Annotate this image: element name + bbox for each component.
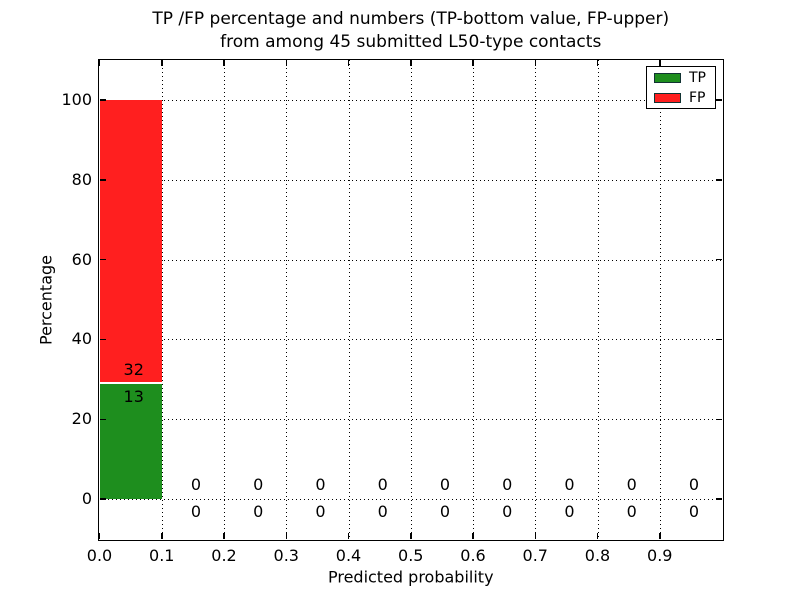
x-tick-label: 0.1 — [149, 546, 175, 565]
grid-line-vertical — [597, 60, 599, 539]
y-tick-label: 20 — [71, 409, 92, 429]
y-tick-label: 60 — [71, 249, 92, 269]
bar-value-label-tp: 0 — [439, 501, 451, 521]
y-tick-mark-left — [99, 498, 106, 500]
y-tick-label: 80 — [71, 169, 92, 189]
bar-value-label-fp: 0 — [564, 475, 575, 495]
x-tick-mark-bottom — [659, 533, 661, 539]
grid-line-vertical — [473, 60, 474, 539]
bar-value-label-tp: 0 — [626, 501, 637, 521]
x-tick-label: 0.0 — [86, 546, 113, 565]
plot-area — [98, 58, 724, 541]
x-tick-mark-top — [285, 60, 287, 66]
bar-value-label-fp: 0 — [439, 475, 451, 495]
x-tick-mark-top — [659, 60, 661, 66]
bar-value-label-fp: 0 — [502, 475, 513, 495]
x-tick-mark-bottom — [534, 533, 536, 539]
chart-title: TP /FP percentage and numbers (TP-bottom… — [100, 8, 723, 54]
bar-value-label-fp: 0 — [190, 475, 202, 495]
legend-swatch-fp — [654, 92, 681, 103]
x-tick-mark-top — [534, 60, 536, 66]
y-tick-mark-left — [99, 179, 106, 181]
y-tick-mark-right — [716, 179, 722, 181]
y-tick-mark-right — [716, 498, 722, 500]
chart-title-line-2: from among 45 submitted L50-type contact… — [220, 32, 602, 52]
x-tick-mark-bottom — [472, 533, 474, 539]
y-tick-mark-left — [99, 258, 106, 261]
x-tick-mark-bottom — [161, 533, 163, 539]
legend-label-tp: TP — [689, 69, 706, 86]
bar-value-label-fp: 0 — [315, 475, 326, 495]
bar-value-label-tp: 0 — [564, 501, 575, 521]
x-tick-mark-top — [596, 60, 599, 66]
y-axis-label: Percentage — [36, 254, 56, 345]
x-tick-label: 0.8 — [584, 546, 611, 565]
bar-value-label-tp: 0 — [190, 501, 202, 521]
grid-line-vertical — [224, 60, 225, 539]
x-axis-label: Predicted probability — [327, 567, 494, 587]
y-tick-mark-left — [99, 418, 106, 420]
bar-value-label-fp: 0 — [626, 475, 637, 495]
bar-value-label-tp: 0 — [315, 501, 326, 521]
grid-line-vertical — [659, 60, 661, 539]
bar-value-label-fp: 0 — [253, 475, 264, 495]
y-tick-label: 40 — [71, 329, 92, 349]
y-tick-mark-right — [716, 99, 722, 101]
bar-value-label-tp: 13 — [123, 386, 144, 406]
grid-line-vertical — [161, 60, 163, 539]
x-tick-mark-bottom — [223, 533, 225, 539]
x-tick-mark-bottom — [347, 533, 350, 539]
bar-value-label-fp: 32 — [123, 359, 144, 379]
bar-value-label-fp: 0 — [377, 475, 388, 495]
bar-segment-tp — [99, 383, 162, 500]
x-tick-mark-bottom — [596, 533, 599, 539]
x-tick-mark-top — [223, 60, 225, 66]
y-tick-mark-right — [716, 258, 722, 261]
x-tick-mark-top — [98, 60, 101, 66]
x-tick-label: 0.6 — [460, 546, 486, 565]
x-tick-mark-bottom — [285, 533, 287, 539]
x-tick-mark-top — [161, 60, 163, 66]
grid-line-vertical — [348, 60, 350, 539]
legend-swatch-tp — [654, 72, 681, 83]
legend-label-fp: FP — [689, 89, 706, 106]
bar-value-label-tp: 0 — [253, 501, 264, 521]
y-tick-mark-left — [99, 99, 106, 101]
legend-box: TP FP — [646, 66, 716, 109]
grid-line-vertical — [410, 60, 412, 539]
y-tick-mark-right — [716, 338, 722, 341]
bar-value-label-tp: 0 — [688, 501, 700, 521]
bar-value-label-fp: 0 — [688, 475, 700, 495]
x-tick-label: 0.5 — [398, 546, 424, 565]
x-tick-label: 0.2 — [211, 546, 237, 565]
x-tick-mark-top — [410, 60, 412, 66]
legend-entry-tp: TP — [654, 71, 707, 85]
grid-line-vertical — [286, 60, 288, 539]
x-tick-label: 0.4 — [335, 546, 362, 565]
x-tick-label: 0.9 — [647, 546, 673, 565]
legend-entry-fp: FP — [654, 91, 707, 105]
bar-stack-divider — [99, 382, 162, 384]
x-tick-mark-top — [472, 60, 474, 66]
y-tick-label: 100 — [61, 89, 92, 109]
y-tick-mark-right — [716, 418, 722, 420]
bar-value-label-tp: 0 — [502, 501, 513, 521]
x-tick-label: 0.3 — [273, 546, 299, 565]
y-tick-label: 0 — [81, 489, 92, 509]
y-tick-mark-left — [99, 338, 106, 341]
x-tick-mark-bottom — [98, 533, 101, 539]
bar-value-label-tp: 0 — [377, 501, 388, 521]
x-tick-label: 0.7 — [522, 546, 548, 565]
x-tick-mark-top — [347, 60, 350, 66]
bar-segment-fp — [99, 99, 162, 384]
grid-line-vertical — [535, 60, 537, 539]
x-tick-mark-bottom — [410, 533, 412, 539]
chart-title-line-1: TP /FP percentage and numbers (TP-bottom… — [152, 9, 670, 29]
